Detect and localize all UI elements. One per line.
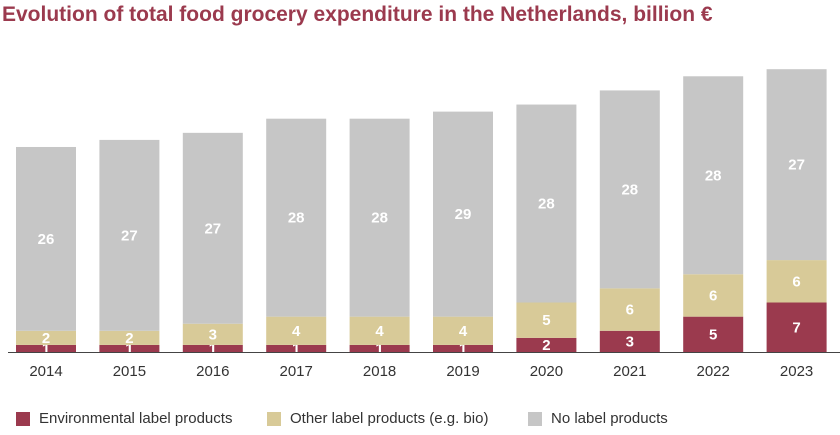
data-label-no-label-2017: 28 (288, 210, 305, 227)
bar-no-label-2022 (683, 76, 744, 275)
bar-other-label-2023 (766, 260, 827, 303)
legend-item-other-label: Other label products (e.g. bio) (267, 410, 488, 427)
data-label-no-label-2023: 27 (788, 157, 805, 174)
legend-item-environmental: Environmental label products (16, 410, 232, 427)
x-tick-label-2015: 2015 (113, 363, 146, 380)
x-tick-label-2023: 2023 (780, 363, 813, 380)
bar-no-label-2020 (516, 104, 577, 303)
legend-swatch-environmental (16, 411, 30, 426)
bar-other-label-2018 (349, 316, 410, 345)
bar-other-label-2016 (182, 323, 243, 345)
data-label-environmental-2017: 1 (292, 340, 300, 357)
bar-environmental-2020 (516, 337, 577, 352)
bar-environmental-2016 (182, 344, 243, 352)
bar-environmental-2014 (16, 344, 76, 352)
legend-swatch-no-label (528, 411, 542, 426)
data-label-no-label-2018: 28 (371, 210, 388, 227)
legend-swatch-other-label (267, 411, 281, 426)
data-label-other-label-2023: 6 (792, 273, 800, 290)
bar-other-label-2017 (266, 316, 327, 345)
legend-label-environmental: Environmental label products (39, 410, 233, 427)
bar-environmental-2022 (683, 316, 744, 352)
bar-no-label-2016 (182, 132, 243, 324)
x-tick-label-2018: 2018 (363, 363, 396, 380)
data-label-other-label-2018: 4 (375, 323, 384, 340)
bar-no-label-2019 (433, 111, 493, 317)
bar-environmental-2019 (433, 344, 493, 352)
data-label-environmental-2020: 2 (542, 337, 550, 354)
data-label-environmental-2019: 1 (459, 340, 467, 357)
x-tick-label-2017: 2017 (280, 363, 313, 380)
bar-no-label-2017 (266, 118, 327, 317)
data-label-environmental-2021: 3 (626, 333, 634, 350)
x-tick-label-2019: 2019 (446, 363, 479, 380)
data-label-other-label-2020: 5 (542, 312, 550, 329)
bar-no-label-2015 (99, 139, 160, 331)
data-label-environmental-2023: 7 (792, 319, 800, 336)
data-label-environmental-2015: 1 (125, 340, 133, 357)
bar-environmental-2015 (99, 344, 160, 352)
data-label-no-label-2014: 26 (38, 231, 55, 248)
bar-other-label-2015 (99, 330, 160, 345)
x-tick-label-2016: 2016 (196, 363, 229, 380)
x-tick-label-2014: 2014 (29, 363, 62, 380)
data-label-other-label-2015: 2 (125, 330, 133, 347)
bar-environmental-2023 (766, 302, 827, 352)
data-label-environmental-2018: 1 (375, 340, 383, 357)
data-label-environmental-2014: 1 (42, 340, 50, 357)
data-label-no-label-2021: 28 (621, 181, 638, 198)
data-label-other-label-2021: 6 (626, 302, 634, 319)
data-label-environmental-2016: 1 (209, 340, 217, 357)
data-label-other-label-2014: 2 (42, 330, 50, 347)
data-label-environmental-2022: 5 (709, 326, 717, 343)
data-label-no-label-2019: 29 (455, 206, 472, 223)
bar-other-label-2014 (16, 330, 76, 345)
chart-title: Evolution of total food grocery expendit… (2, 3, 713, 26)
legend-label-no-label: No label products (551, 410, 668, 427)
bar-other-label-2020 (516, 302, 577, 338)
bar-environmental-2018 (349, 344, 410, 352)
data-label-other-label-2016: 3 (209, 326, 217, 343)
data-label-no-label-2020: 28 (538, 196, 555, 213)
bar-no-label-2023 (766, 69, 827, 261)
data-label-other-label-2017: 4 (292, 323, 301, 340)
data-label-no-label-2016: 27 (204, 220, 221, 237)
x-tick-label-2021: 2021 (613, 363, 646, 380)
data-label-no-label-2022: 28 (705, 167, 722, 184)
bar-no-label-2018 (349, 118, 410, 317)
bar-no-label-2021 (599, 90, 660, 289)
bar-other-label-2021 (599, 288, 660, 331)
data-label-no-label-2015: 27 (121, 227, 138, 244)
data-label-other-label-2022: 6 (709, 287, 717, 304)
bar-other-label-2022 (683, 274, 744, 317)
bar-other-label-2019 (433, 316, 493, 345)
bar-no-label-2014 (16, 146, 76, 331)
bar-environmental-2021 (599, 330, 660, 352)
x-tick-label-2022: 2022 (697, 363, 730, 380)
x-tick-label-2020: 2020 (530, 363, 563, 380)
legend-item-no-label: No label products (528, 410, 668, 427)
legend-label-other-label: Other label products (e.g. bio) (290, 410, 489, 427)
bar-environmental-2017 (266, 344, 327, 352)
data-label-other-label-2019: 4 (459, 323, 468, 340)
